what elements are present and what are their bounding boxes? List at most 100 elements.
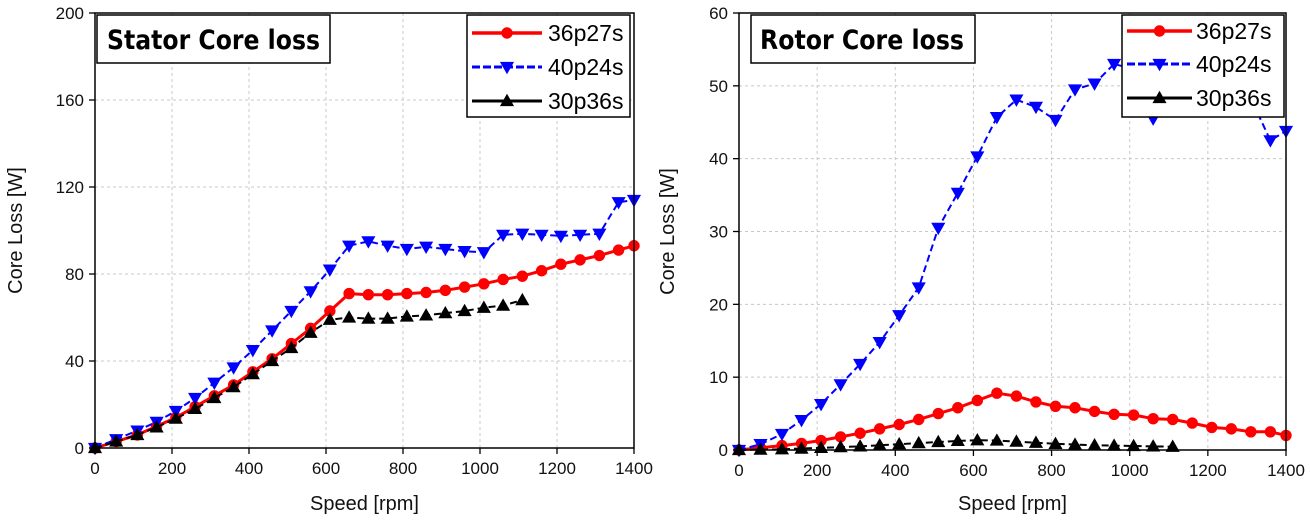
plot-frame — [94, 12, 635, 449]
chart-title: Rotor Core loss — [760, 25, 964, 56]
legend-marker — [1152, 58, 1167, 72]
data-point — [265, 353, 280, 367]
x-tick-label: 1400 — [1267, 461, 1305, 480]
x-tick-label: 800 — [1037, 461, 1065, 480]
data-point — [853, 358, 868, 372]
x-tick-label: 1000 — [1111, 461, 1149, 480]
x-tick-label: 1200 — [538, 459, 576, 478]
x-tick-label: 1200 — [1189, 461, 1227, 480]
data-point — [476, 300, 491, 313]
x-tick-label: 400 — [235, 459, 263, 478]
y-tick-label: 200 — [56, 4, 84, 23]
data-point — [931, 434, 946, 448]
data-point — [1127, 409, 1140, 421]
data-point — [535, 265, 548, 277]
data-point — [1186, 417, 1198, 429]
y-tick-label: 0 — [719, 441, 728, 460]
data-point — [592, 228, 607, 241]
series-line-40p24s — [94, 199, 635, 449]
legend-item-30p36s: 30p36s — [472, 88, 623, 114]
data-point — [361, 311, 376, 324]
rotor-core-loss-chart: 0 200 400 600 800 1000 1200 1400 0 10 20 30 40 50 60 Sp… — [657, 4, 1305, 515]
data-point — [913, 413, 925, 426]
data-point — [439, 284, 452, 297]
data-point — [873, 423, 886, 435]
legend-marker — [499, 93, 515, 107]
data-point — [381, 288, 394, 301]
y-tick-label: 120 — [56, 178, 84, 197]
data-point — [573, 229, 588, 243]
data-point — [342, 310, 357, 323]
data-point — [322, 264, 337, 277]
data-point — [555, 258, 567, 270]
data-point — [950, 187, 965, 201]
legend-label: 30p36s — [1196, 85, 1271, 111]
data-point — [1108, 408, 1120, 421]
chart-title: Stator Core loss — [107, 25, 320, 56]
data-point — [438, 305, 453, 319]
y-tick-label: 60 — [709, 4, 728, 23]
data-point — [1165, 439, 1180, 452]
data-point — [1009, 434, 1024, 447]
data-point — [989, 433, 1004, 446]
data-point — [168, 411, 183, 424]
data-point — [496, 229, 511, 243]
data-point — [971, 394, 984, 407]
data-point — [1088, 405, 1101, 418]
data-point — [458, 281, 471, 293]
data-point — [1049, 400, 1062, 412]
data-point — [515, 292, 530, 306]
data-point — [207, 377, 222, 390]
data-point — [457, 246, 472, 259]
data-point — [515, 228, 530, 241]
data-point — [970, 432, 985, 446]
data-point — [1225, 423, 1238, 435]
data-point — [476, 247, 491, 260]
data-point — [612, 244, 625, 256]
data-point — [284, 305, 299, 319]
data-point — [1245, 426, 1257, 438]
x-tick-label: 400 — [881, 461, 909, 480]
legend: 36p27s 40p24s 30p36s — [466, 14, 631, 118]
x-axis-label: Speed [rpm] — [958, 493, 1067, 515]
data-point — [109, 434, 124, 447]
grid — [739, 13, 1286, 450]
data-point — [399, 243, 414, 257]
data-point — [853, 439, 868, 452]
data-point — [774, 428, 790, 442]
y-axis-label: Core Loss [W] — [657, 168, 679, 295]
data-point — [1028, 435, 1044, 448]
data-point — [265, 325, 280, 338]
y-tick-label: 20 — [709, 295, 728, 314]
data-point — [380, 311, 395, 324]
data-point — [419, 241, 434, 255]
legend-marker — [501, 27, 513, 39]
data-point — [188, 401, 203, 414]
data-point — [931, 222, 946, 236]
y-tick-label: 160 — [56, 91, 84, 110]
data-point — [496, 298, 511, 311]
data-point — [1009, 94, 1024, 107]
data-point — [1069, 402, 1081, 414]
legend-item-40p24s: 40p24s — [472, 54, 623, 80]
data-point — [952, 402, 964, 414]
data-point — [1264, 426, 1277, 438]
data-point — [516, 270, 529, 282]
data-point — [149, 420, 164, 433]
data-point — [1263, 135, 1278, 148]
data-point — [892, 310, 907, 323]
data-point — [1048, 114, 1063, 128]
data-point — [380, 240, 395, 253]
data-point — [872, 337, 887, 350]
legend-item-30p36s: 30p36s — [1127, 85, 1271, 111]
data-point — [226, 362, 241, 375]
data-point — [399, 309, 414, 322]
x-tick-label: 200 — [158, 459, 186, 478]
x-tick-label: 0 — [90, 459, 99, 478]
data-point — [611, 197, 626, 210]
data-point — [553, 230, 568, 244]
legend-label: 40p24s — [548, 54, 623, 80]
data-point — [322, 312, 337, 325]
x-tick-label: 1400 — [615, 459, 653, 478]
data-point — [1010, 390, 1023, 402]
